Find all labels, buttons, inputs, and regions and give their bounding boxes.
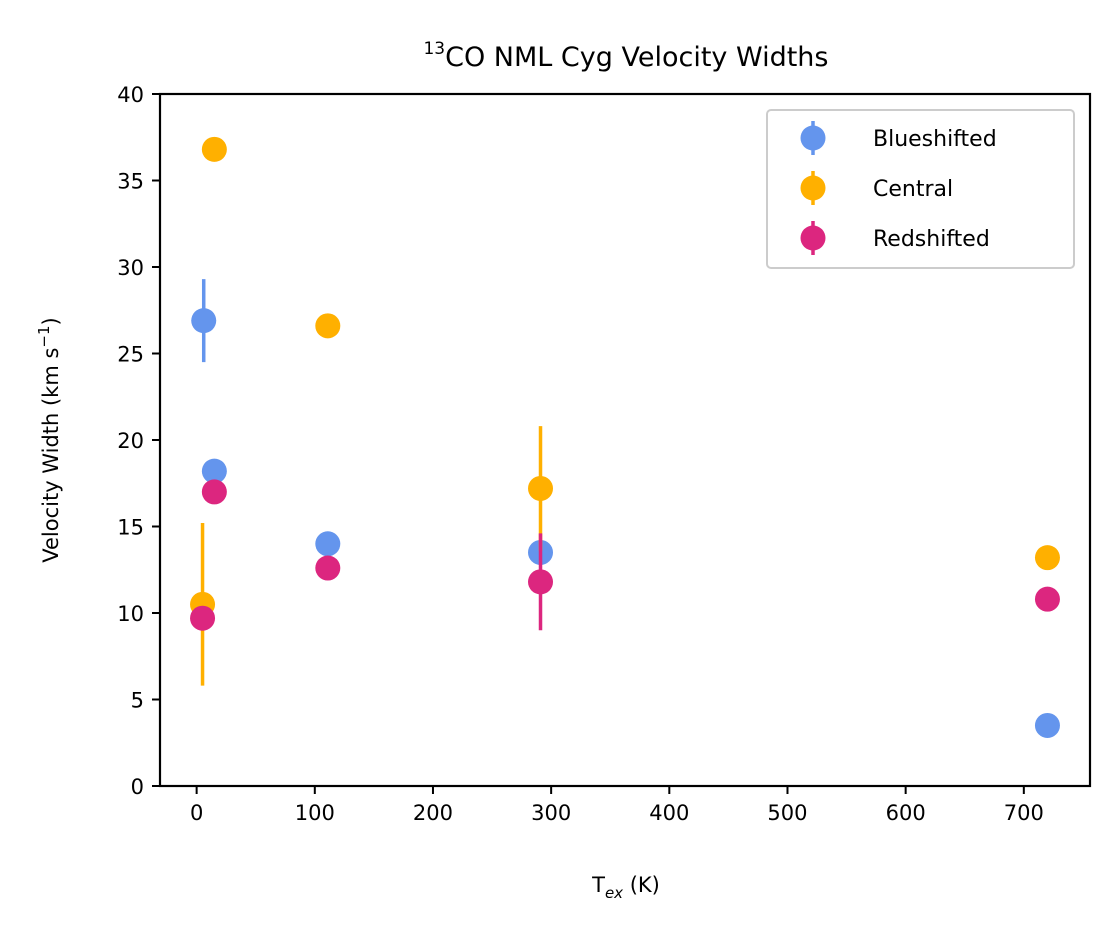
- blueshifted-point: [201, 458, 227, 484]
- axes-frame: [158, 92, 1092, 788]
- x-tick-label: 500: [767, 801, 807, 825]
- y-tick-label: 25: [117, 343, 144, 367]
- redshifted-point: [315, 555, 341, 581]
- x-tick-label: 700: [1004, 801, 1044, 825]
- chart-title-superscript: 13: [423, 39, 445, 59]
- legend-item-blueshifted: Blueshifted: [800, 121, 997, 155]
- plot-area: [190, 136, 1060, 738]
- legend-item-central: Central: [800, 171, 953, 205]
- x-tick-label: 100: [295, 801, 335, 825]
- x-tick-label: 300: [531, 801, 571, 825]
- chart-title-main: CO NML Cyg Velocity Widths: [445, 42, 828, 73]
- redshifted-point: [1034, 586, 1060, 612]
- y-tick-label: 15: [117, 516, 144, 540]
- y-tick-label: 20: [117, 429, 144, 453]
- x-axis-label-subscript: ex: [605, 884, 623, 902]
- redshifted-point: [201, 479, 227, 505]
- series-central: [190, 136, 1060, 686]
- chart-title: 13CO NML Cyg Velocity Widths: [423, 39, 828, 73]
- x-tick-label: 200: [413, 801, 453, 825]
- y-axis-label-superscript: −1: [35, 325, 53, 347]
- y-tick-label: 0: [131, 775, 144, 799]
- legend-box: [766, 109, 1075, 269]
- legend-label: Redshifted: [873, 227, 990, 252]
- y-axis-label-main: Velocity Width (km s: [39, 348, 63, 563]
- legend-item-redshifted: Redshifted: [800, 221, 990, 255]
- legend-marker: [800, 225, 826, 251]
- central-point: [528, 475, 554, 501]
- y-tick-label: 35: [117, 170, 144, 194]
- y-axis-ticks: 0 5 10 15 20 25 30 35 40: [117, 83, 160, 799]
- central-point: [1034, 545, 1060, 571]
- x-axis-ticks: 0 100 200 300 400 500 600 700: [190, 786, 1044, 825]
- x-tick-label: 400: [649, 801, 689, 825]
- legend-marker: [800, 125, 826, 151]
- blueshifted-point: [191, 308, 217, 334]
- legend-marker: [800, 175, 826, 201]
- x-axis-label-unit: (K): [623, 873, 660, 897]
- y-tick-label: 10: [117, 602, 144, 626]
- x-tick-label: 0: [190, 801, 203, 825]
- blueshifted-point: [1034, 712, 1060, 738]
- central-point: [315, 313, 341, 339]
- redshifted-point: [528, 569, 554, 595]
- x-axis-label: Tex (K): [591, 873, 660, 902]
- central-point: [201, 136, 227, 162]
- blueshifted-point: [315, 531, 341, 557]
- y-axis-label-close: ): [39, 317, 63, 325]
- series-redshifted: [190, 479, 1060, 631]
- y-axis-label: Velocity Width (km s−1): [35, 317, 63, 563]
- x-axis-label-base: T: [591, 873, 605, 897]
- series-blueshifted: [191, 279, 1060, 738]
- legend: Blueshifted Central Redshifted: [766, 109, 1075, 269]
- legend-label: Blueshifted: [873, 127, 997, 152]
- y-tick-label: 40: [117, 83, 144, 107]
- legend-label: Central: [873, 177, 953, 202]
- y-tick-label: 5: [131, 689, 144, 713]
- x-tick-label: 600: [886, 801, 926, 825]
- y-tick-label: 30: [117, 256, 144, 280]
- redshifted-point: [190, 605, 216, 631]
